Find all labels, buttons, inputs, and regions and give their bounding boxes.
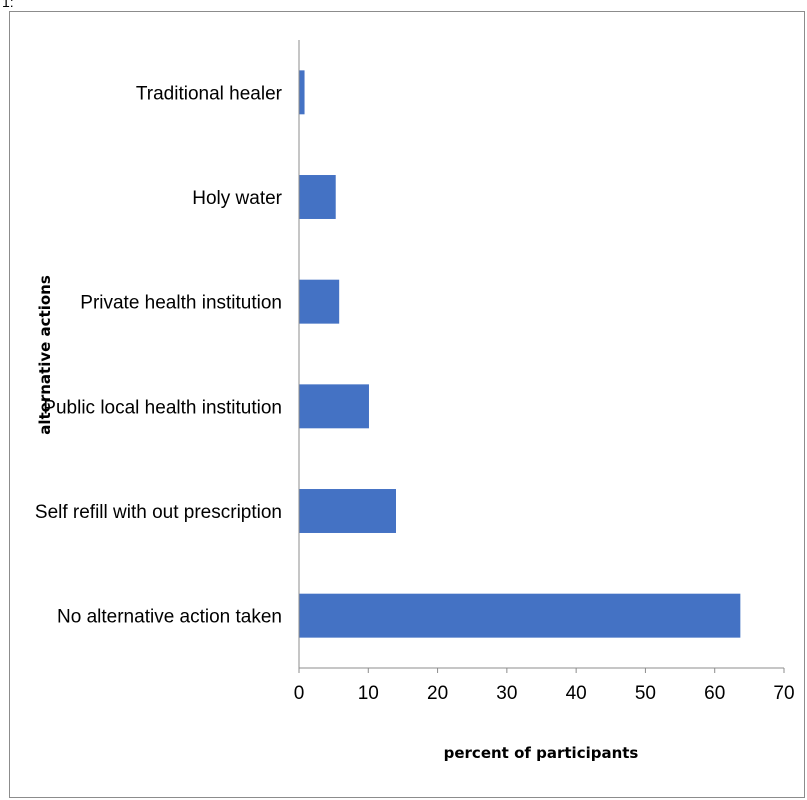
bar-2 [299, 175, 336, 219]
category-label-3: Private health institution [80, 293, 282, 314]
bar-4 [299, 384, 369, 429]
chart-frame [9, 11, 805, 798]
corner-mark: 1: [2, 0, 14, 10]
x-tick-label-3: 20 [427, 683, 448, 704]
x-axis-title: percent of participants [444, 744, 639, 762]
x-tick-label-2: 10 [358, 683, 379, 704]
bar-3 [299, 279, 340, 324]
category-labels: Traditional healer Holy water Private heal… [35, 83, 283, 627]
x-tick-label-7: 60 [704, 683, 725, 704]
x-tick-labels: 0 10 20 30 40 50 60 70 [294, 668, 795, 704]
x-tick-label-6: 50 [635, 683, 656, 704]
bar-5 [299, 489, 396, 533]
category-label-6: No alternative action taken [57, 607, 282, 628]
bar-6 [299, 593, 741, 638]
y-axis-title: alternative actions [36, 275, 54, 435]
x-tick-label-1: 0 [294, 683, 305, 704]
x-tick-label-5: 40 [566, 683, 587, 704]
x-tick-label-4: 30 [496, 683, 517, 704]
x-tick-label-8: 70 [773, 683, 794, 704]
category-label-2: Holy water [192, 188, 282, 209]
bars-group [299, 70, 741, 638]
category-label-1: Traditional healer [136, 83, 283, 104]
category-label-4: Public local health institution [43, 397, 282, 418]
bar-1 [299, 70, 305, 115]
category-label-5: Self refill with out prescription [35, 502, 282, 523]
